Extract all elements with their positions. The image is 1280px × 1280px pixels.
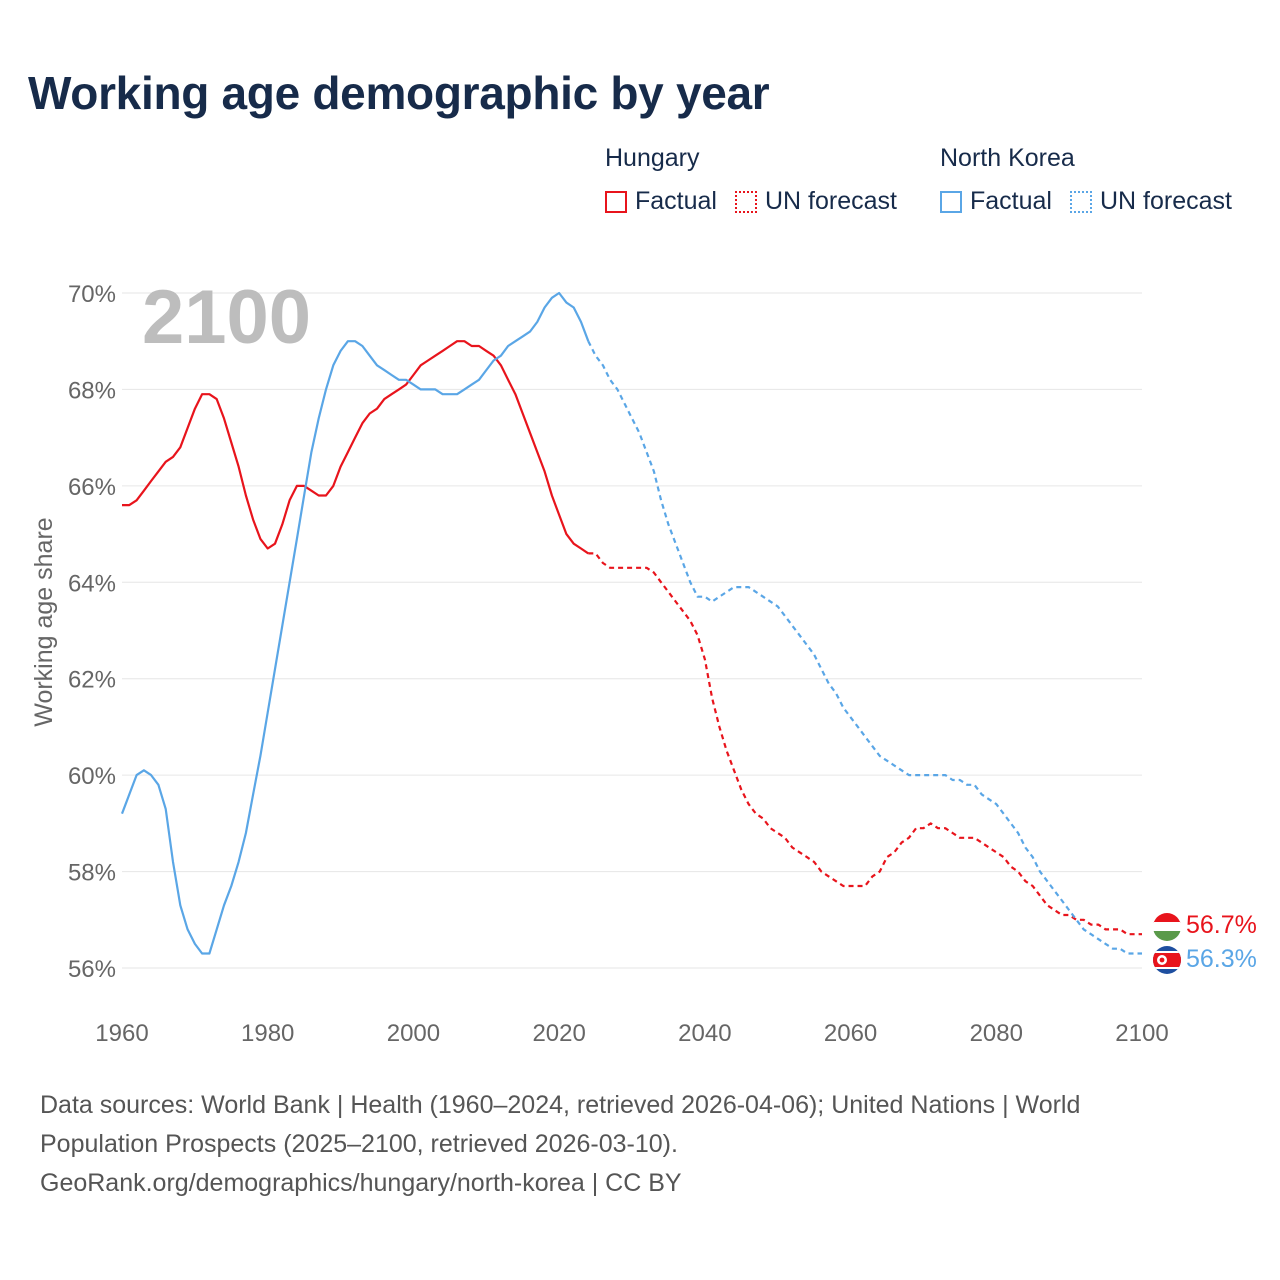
legend-item-label: UN forecast [764, 187, 897, 215]
solid-swatch-icon [940, 190, 962, 213]
north-korea-flag-icon [1153, 946, 1181, 974]
legend-item-hungary-factual[interactable]: Factual [605, 187, 717, 216]
hungary-flag-icon [1153, 913, 1181, 941]
x-axis: 1960 1980 2000 2020 2040 2060 2080 2100 [95, 1020, 1168, 1047]
legend-item-hungary-forecast[interactable]: UN forecast [734, 187, 897, 216]
y-axis-label: Working age share [30, 517, 58, 726]
series-lines [120, 291, 1142, 955]
year-watermark: 2100 [142, 275, 311, 360]
y-tick-label: 56% [68, 956, 116, 983]
legend-hungary: Hungary Factual UN forecast [605, 144, 915, 216]
end-markers: 56.7% 56.3% [1153, 911, 1257, 974]
x-tick-label: 2100 [1115, 1020, 1168, 1047]
y-tick-label: 58% [68, 860, 116, 887]
legend-item-north-korea-forecast[interactable]: UN forecast [1069, 187, 1232, 216]
y-tick-label: 70% [68, 281, 116, 308]
y-axis: 56% 58% 60% 62% 64% 66% 68% 70% [68, 281, 116, 983]
north-korea-factual-line[interactable] [120, 291, 590, 955]
x-tick-label: 1980 [241, 1020, 294, 1047]
legend-item-label: Factual [970, 187, 1052, 215]
legend-north-korea: North Korea Factual UN forecast [940, 144, 1232, 216]
chart-title: Working age demographic by year [28, 67, 770, 119]
x-tick-label: 2020 [532, 1020, 585, 1047]
dotted-swatch-icon [734, 190, 757, 213]
hungary-factual-line[interactable] [122, 340, 589, 555]
x-tick-label: 2000 [387, 1020, 440, 1047]
dotted-swatch-icon [1069, 190, 1092, 213]
hungary-end-label: 56.7% [1186, 911, 1257, 939]
x-tick-label: 2040 [678, 1020, 731, 1047]
footer-line[interactable]: GeoRank.org/demographics/hungary/north-k… [40, 1169, 682, 1197]
solid-swatch-icon [605, 190, 627, 213]
legend-item-label: Factual [635, 187, 717, 215]
gridlines [122, 292, 1142, 969]
y-tick-label: 62% [68, 667, 116, 694]
footer-line: Data sources: World Bank | Health (1960–… [40, 1091, 1081, 1119]
legend-group-label: Hungary [605, 144, 700, 172]
legend-item-label: UN forecast [1099, 187, 1232, 215]
north-korea-end-label: 56.3% [1186, 945, 1257, 973]
footer-sources: Data sources: World Bank | Health (1960–… [40, 1086, 1220, 1203]
hungary-forecast-line[interactable] [588, 552, 1142, 936]
legend-group-label: North Korea [940, 144, 1075, 172]
x-tick-label: 2060 [824, 1020, 877, 1047]
y-tick-label: 60% [68, 763, 116, 790]
north-korea-forecast-line[interactable] [587, 340, 1142, 955]
y-tick-label: 66% [68, 474, 116, 501]
x-tick-label: 1960 [95, 1020, 148, 1047]
x-tick-label: 2080 [970, 1020, 1023, 1047]
y-tick-label: 68% [68, 377, 116, 404]
legend-item-north-korea-factual[interactable]: Factual [940, 187, 1052, 216]
footer-line: Population Prospects (2025–2100, retriev… [40, 1130, 678, 1158]
y-tick-label: 64% [68, 570, 116, 597]
